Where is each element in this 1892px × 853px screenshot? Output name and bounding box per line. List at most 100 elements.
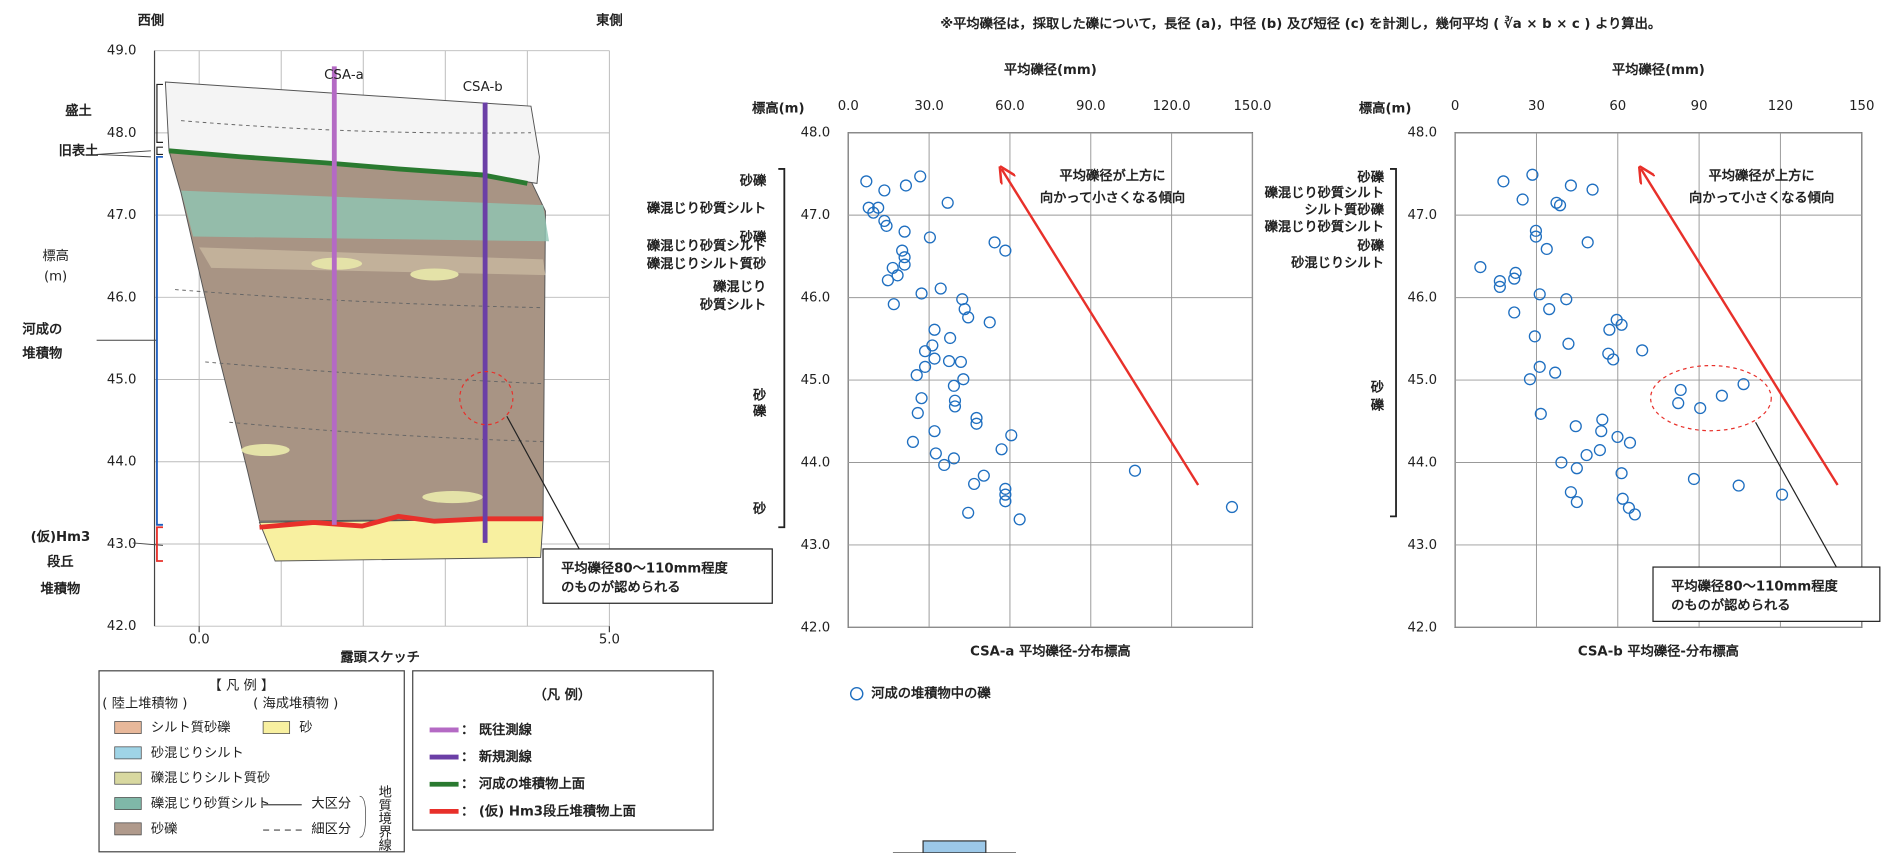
data-point <box>941 196 954 209</box>
data-point <box>1497 175 1510 188</box>
legend-title: （凡 例） <box>533 686 591 703</box>
strata-label: シルト質砂礫 <box>1304 201 1384 218</box>
x-tick-label: 0 <box>1451 99 1459 114</box>
legend-label: 砂 <box>299 720 312 736</box>
y-tick-label: 47.0 <box>801 208 831 223</box>
y-axis-label: 標高(m) <box>752 100 804 117</box>
unit-label: 堆積物 <box>22 345 62 362</box>
x-tick-label: 120.0 <box>1153 99 1191 114</box>
data-point <box>954 355 967 369</box>
data-point <box>928 323 941 336</box>
data-point <box>898 251 911 264</box>
data-point <box>898 258 911 271</box>
y-tick-label: 47.0 <box>107 208 137 223</box>
data-point <box>887 298 900 311</box>
data-point <box>1562 337 1575 350</box>
strata-label: 礫混じり砂質シルト <box>1265 184 1384 201</box>
survey-line-label: CSA-b <box>463 80 503 95</box>
strata-label: 砂 <box>753 500 767 517</box>
data-point <box>915 392 928 405</box>
unit-label: (仮)Hm3 <box>31 528 91 545</box>
legend-label: 砂混じりシルト <box>151 745 244 761</box>
legend-label: 地質境界線 <box>376 785 392 852</box>
legend-swatch <box>114 822 142 836</box>
y-tick-label: 46.0 <box>107 290 137 305</box>
legend-swatch <box>114 746 142 760</box>
y-tick-label: 47.0 <box>1408 208 1438 223</box>
decoration <box>922 840 987 853</box>
data-point <box>928 425 941 438</box>
legend-title: 【 凡 例 】 <box>209 677 275 693</box>
strata-label: 礫混じり砂質シルト <box>647 200 766 217</box>
callout-text: のものが認められる <box>561 579 680 596</box>
callout-box <box>1652 566 1881 622</box>
callout-leader <box>1755 421 1837 568</box>
data-point <box>1636 344 1649 357</box>
annotation: 向かって小さくなる傾向 <box>1040 189 1185 206</box>
data-point <box>1607 353 1620 366</box>
data-point <box>1529 224 1543 237</box>
data-point <box>1523 373 1537 386</box>
legend-label: ： 新規測線 <box>461 748 533 765</box>
data-point <box>958 303 971 316</box>
data-point <box>1493 280 1506 293</box>
x-tick-label: 150 <box>1849 99 1874 114</box>
data-point <box>1581 236 1594 249</box>
data-point <box>923 231 937 244</box>
data-point <box>878 184 891 197</box>
strata-label: 砂礫 <box>740 172 767 189</box>
data-point <box>942 354 956 368</box>
data-point <box>944 331 957 345</box>
data-point <box>1508 272 1521 285</box>
data-point <box>1687 472 1701 486</box>
bracket <box>156 146 163 156</box>
data-point <box>898 225 911 238</box>
annotation: 平均礫径が上方に <box>1059 167 1165 184</box>
x-axis-label: 平均礫径(mm) <box>1612 61 1705 78</box>
y-tick-label: 44.0 <box>107 455 137 470</box>
data-point <box>962 506 975 519</box>
data-point <box>880 219 893 232</box>
data-point <box>999 488 1012 501</box>
data-point <box>968 477 981 491</box>
strata-label: 礫混じり <box>713 278 766 295</box>
data-point <box>1603 323 1616 336</box>
legend-label: 礫混じりシルト質砂 <box>151 770 270 786</box>
data-point <box>896 244 909 257</box>
data-point <box>1623 436 1637 449</box>
x-tick-label: 60 <box>1609 99 1626 114</box>
bracket <box>156 83 163 143</box>
y-tick-label: 45.0 <box>1408 373 1438 388</box>
data-point <box>1534 407 1547 420</box>
data-point <box>1493 275 1506 288</box>
data-point <box>928 352 941 365</box>
data-point <box>1549 366 1562 379</box>
legend-box <box>412 670 714 831</box>
data-point <box>983 316 996 329</box>
silt-band <box>199 247 546 276</box>
legend-swatch <box>114 721 142 734</box>
legend-label: 砂礫 <box>151 821 178 837</box>
strata-label: 礫混じり砂質シルト <box>1265 218 1384 235</box>
legend-label: ： 河成の堆積物上面 <box>461 775 585 792</box>
data-point <box>948 394 962 407</box>
legend-subtitle: ( 海成堆積物 ) <box>253 695 338 711</box>
y-tick-label: 49.0 <box>107 44 137 59</box>
legend-brace <box>359 795 367 838</box>
legend-label: 礫混じり砂質シルト <box>151 796 270 812</box>
y-tick-label: 43.0 <box>801 538 831 553</box>
data-point <box>1474 261 1487 274</box>
x-tick-label: 60.0 <box>995 99 1025 114</box>
unit-label: 堆積物 <box>41 580 81 597</box>
data-point <box>948 400 962 413</box>
data-point <box>1564 486 1577 499</box>
data-point <box>1516 193 1529 206</box>
data-point <box>1569 420 1582 433</box>
trend-arrow <box>1641 169 1839 486</box>
dashed-boundary <box>205 361 544 385</box>
data-point <box>970 417 983 430</box>
data-point <box>1616 492 1629 505</box>
y-tick-label: 42.0 <box>107 619 137 634</box>
data-point <box>911 406 924 420</box>
